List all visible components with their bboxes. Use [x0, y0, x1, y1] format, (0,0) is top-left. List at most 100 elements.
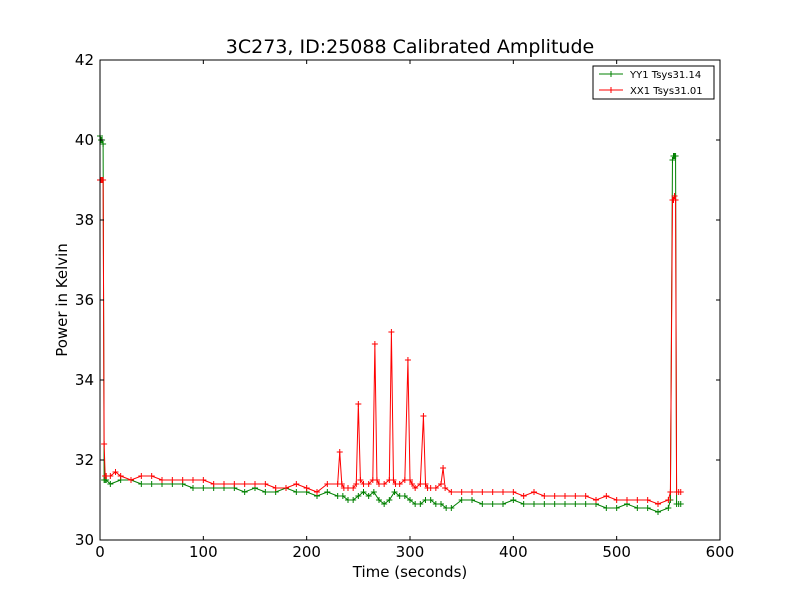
- data-point: [572, 493, 579, 499]
- legend-marker: [608, 71, 614, 77]
- data-point: [371, 341, 378, 347]
- data-point: [634, 497, 641, 503]
- data-point: [582, 501, 589, 507]
- data-point: [190, 485, 196, 491]
- y-tick-label: 34: [75, 371, 94, 389]
- data-point: [500, 501, 506, 507]
- data-point: [479, 501, 486, 507]
- y-tick-label: 40: [75, 131, 94, 149]
- data-point: [417, 501, 424, 507]
- data-point: [100, 177, 107, 183]
- data-point: [324, 481, 331, 487]
- data-point: [669, 157, 676, 163]
- data-point: [613, 505, 620, 511]
- data-point: [440, 465, 447, 471]
- x-tick-label: 600: [706, 543, 735, 561]
- data-point: [231, 481, 238, 487]
- data-point: [401, 477, 408, 483]
- y-axis-label: Power in Kelvin: [53, 243, 71, 357]
- data-point: [551, 501, 558, 507]
- x-axis-label: Time (seconds): [352, 563, 468, 581]
- data-point: [324, 489, 331, 495]
- data-point: [221, 481, 227, 487]
- data-point: [531, 501, 537, 507]
- y-tick-label: 38: [75, 211, 94, 229]
- data-point: [593, 497, 599, 503]
- data-point: [128, 477, 134, 483]
- data-point: [489, 489, 496, 495]
- data-point: [262, 489, 269, 495]
- data-point: [148, 473, 155, 479]
- series-line: [100, 179, 681, 505]
- series-1: [97, 177, 684, 507]
- data-point: [376, 497, 382, 503]
- data-point: [624, 497, 630, 503]
- data-point: [159, 477, 165, 483]
- data-point: [438, 481, 444, 487]
- data-point: [603, 493, 610, 499]
- data-point: [303, 485, 310, 491]
- data-point: [101, 441, 108, 447]
- data-point: [112, 469, 119, 475]
- data-point: [412, 501, 419, 507]
- data-point: [252, 481, 258, 487]
- data-point: [672, 197, 679, 203]
- data-point: [432, 485, 439, 491]
- data-point: [396, 493, 403, 499]
- data-point: [458, 489, 465, 495]
- data-point: [677, 501, 684, 507]
- data-point: [665, 497, 672, 503]
- x-tick-label: 400: [499, 543, 528, 561]
- data-point: [200, 485, 207, 491]
- data-point: [365, 493, 372, 499]
- data-point: [407, 477, 413, 483]
- data-point: [489, 501, 496, 507]
- data-point: [655, 509, 661, 515]
- data-point: [107, 473, 114, 479]
- x-tick-label: 200: [292, 543, 321, 561]
- data-point: [644, 497, 651, 503]
- data-point: [520, 501, 527, 507]
- data-point: [672, 153, 679, 159]
- data-point: [334, 493, 341, 499]
- data-point: [448, 489, 455, 495]
- data-point: [210, 481, 217, 487]
- data-point: [360, 489, 367, 495]
- data-point: [370, 489, 377, 495]
- data-point: [655, 501, 661, 507]
- chart-title: 3C273, ID:25088 Calibrated Amplitude: [226, 36, 594, 58]
- series-line: [99, 135, 681, 513]
- x-tick-label: 300: [396, 543, 425, 561]
- data-point: [510, 497, 517, 503]
- y-tick-label: 36: [75, 291, 94, 309]
- data-point: [357, 477, 364, 483]
- data-point: [138, 481, 145, 487]
- legend-label: YY1 Tsys31.14: [629, 70, 701, 81]
- data-point: [407, 497, 413, 503]
- data-point: [355, 401, 362, 407]
- data-point: [100, 141, 107, 147]
- axes-layer: 0 100 200 300 400 500 600 30 32 34 36 38 40 42: [75, 51, 734, 561]
- data-point: [293, 489, 300, 495]
- data-point: [677, 489, 684, 495]
- data-point: [272, 485, 279, 491]
- data-point: [417, 481, 424, 487]
- data-point: [562, 493, 568, 499]
- data-point: [381, 501, 388, 507]
- legend: YY1 Tsys31.14 XX1 Tsys31.01: [592, 65, 715, 100]
- data-point: [404, 357, 411, 363]
- x-tick-label: 0: [95, 543, 105, 561]
- data-point: [283, 485, 289, 491]
- data-point: [443, 505, 450, 511]
- data-point: [603, 505, 610, 511]
- data-point: [107, 481, 114, 487]
- data-point: [390, 477, 397, 483]
- data-point: [350, 485, 357, 491]
- data-point: [500, 489, 506, 495]
- data-point: [373, 477, 380, 483]
- data-point: [148, 481, 155, 487]
- data-point: [671, 193, 678, 199]
- data-point: [381, 481, 388, 487]
- data-point: [432, 501, 439, 507]
